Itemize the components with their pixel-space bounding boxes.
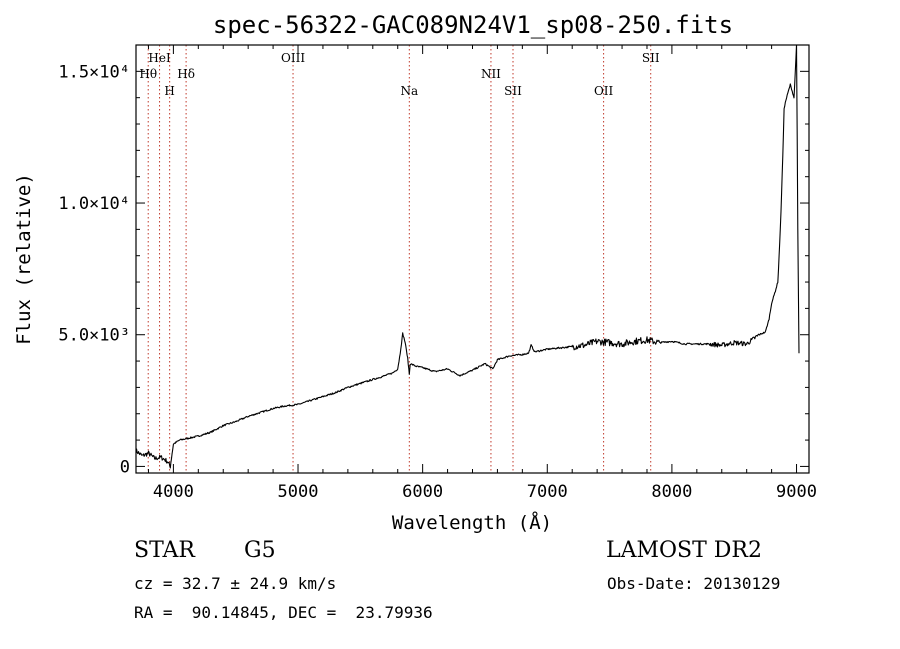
line-marker-label: SII: [642, 51, 660, 65]
line-marker-label: Hδ: [177, 67, 195, 81]
coordinates-value: RA = 90.14845, DEC = 23.79936: [134, 603, 433, 622]
line-marker-label: SII: [504, 84, 522, 98]
line-marker-label: NII: [481, 67, 501, 81]
line-marker-label: HeI: [148, 51, 171, 65]
line-marker-label: OIII: [281, 51, 305, 65]
x-tick-label: 4000: [153, 482, 194, 502]
x-tick-label: 6000: [402, 482, 443, 502]
y-tick-label: 1.5×10⁴: [58, 62, 130, 82]
y-axis-label: Flux (relative): [13, 173, 35, 345]
survey-name: LAMOST DR2: [606, 538, 762, 563]
y-tick-label: 0: [120, 457, 130, 477]
spectrum-line: [135, 44, 800, 469]
x-tick-label: 8000: [651, 482, 692, 502]
line-marker-label: Na: [400, 84, 418, 98]
redshift-value: cz = 32.7 ± 24.9 km/s: [134, 574, 337, 593]
y-axis-ticks: 0 5.0×10³ 1.0×10⁴ 1.5×10⁴: [58, 62, 809, 477]
x-axis-ticks: 4000 5000 6000 7000 8000 9000: [147, 45, 817, 502]
x-tick-label: 5000: [278, 482, 319, 502]
object-subclass: G5: [244, 538, 276, 563]
observation-date: Obs-Date: 20130129: [607, 574, 781, 593]
x-tick-label: 9000: [776, 482, 817, 502]
line-marker-label: OII: [594, 84, 614, 98]
line-marker-label: Hθ: [139, 67, 157, 81]
y-tick-label: 5.0×10³: [58, 326, 130, 346]
line-marker-label: H: [164, 84, 174, 98]
chart-title: spec-56322-GAC089N24V1_sp08-250.fits: [213, 11, 733, 39]
y-tick-label: 1.0×10⁴: [58, 194, 130, 214]
x-axis-label: Wavelength (Å): [392, 511, 552, 534]
x-tick-label: 7000: [527, 482, 568, 502]
object-class: STAR: [134, 538, 195, 563]
